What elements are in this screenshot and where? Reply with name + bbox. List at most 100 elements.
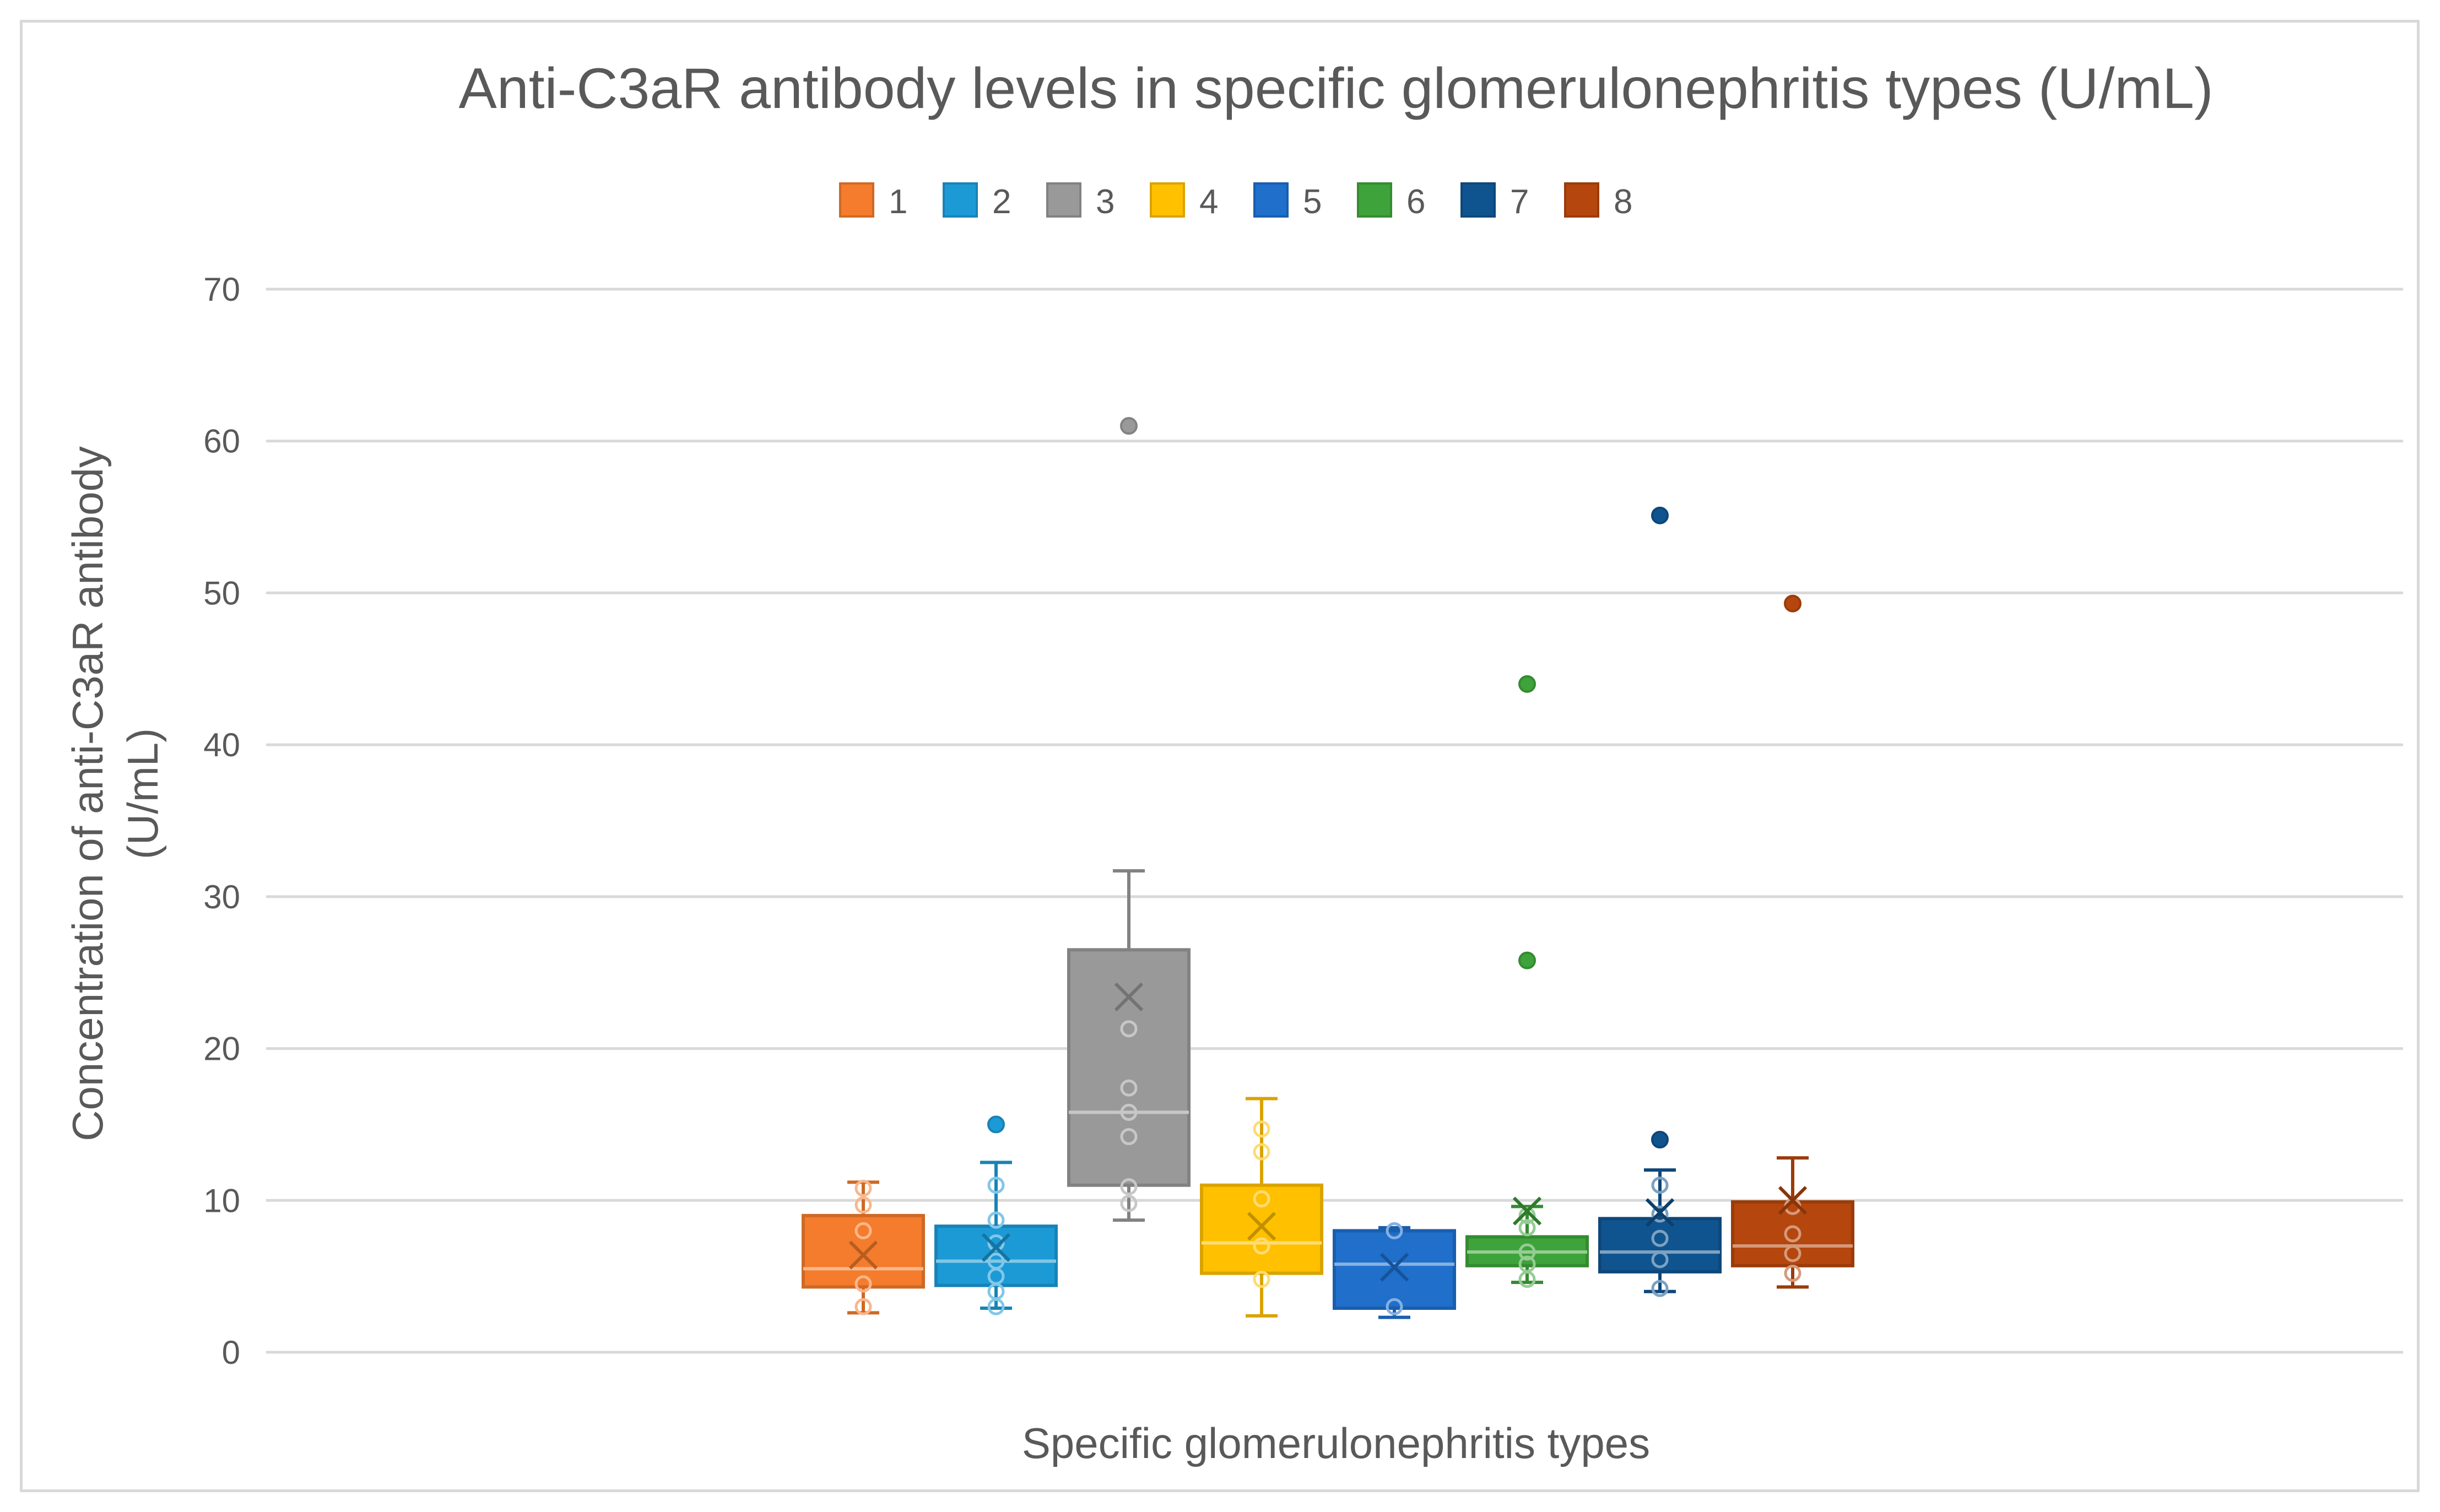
data-point xyxy=(1120,1020,1138,1038)
legend-swatch xyxy=(1357,182,1392,218)
legend-item: 8 xyxy=(1564,182,1632,221)
y-axis-ticks: 0 10 20 30 40 50 60 70 xyxy=(203,271,240,1371)
data-point xyxy=(1651,1251,1669,1269)
legend-label: 4 xyxy=(1199,183,1218,221)
legend-swatch xyxy=(1150,182,1185,218)
mean-marker xyxy=(1114,982,1144,1011)
y-tick-label: 50 xyxy=(203,575,240,611)
box-group-6 xyxy=(1465,675,1589,1288)
chart-area: Anti-C3aR antibody levels in specific gl… xyxy=(20,20,2420,1492)
box-group-7 xyxy=(1598,506,1722,1297)
data-point xyxy=(1518,1255,1536,1273)
data-point xyxy=(1651,1205,1669,1223)
data-point xyxy=(987,1234,1005,1251)
y-tick-label: 70 xyxy=(203,271,240,308)
x-axis-title: Specific glomerulonephritis types xyxy=(1022,1419,1650,1467)
data-point xyxy=(1518,1219,1536,1237)
data-point xyxy=(1120,1103,1138,1121)
y-tick-label: 0 xyxy=(222,1334,240,1371)
legend-label: 7 xyxy=(1510,183,1529,221)
legend-item: 3 xyxy=(1046,182,1114,221)
data-point xyxy=(854,1179,872,1197)
legend-swatch xyxy=(1253,182,1289,218)
legend-item: 1 xyxy=(839,182,907,221)
data-point xyxy=(1120,1178,1138,1195)
mean-marker xyxy=(1512,1196,1542,1226)
data-point xyxy=(1120,1079,1138,1097)
y-tick-label: 30 xyxy=(203,879,240,915)
box-iqr xyxy=(802,1213,925,1289)
data-point xyxy=(1651,1229,1669,1247)
box-group-5 xyxy=(1333,1222,1456,1319)
outlier-point xyxy=(1518,951,1536,969)
legend-item: 4 xyxy=(1150,182,1218,221)
box-group-2 xyxy=(934,1115,1058,1315)
data-point xyxy=(854,1196,872,1214)
legend-swatch xyxy=(839,182,874,218)
data-point xyxy=(1784,1245,1801,1262)
data-point xyxy=(1386,1298,1403,1315)
outlier-point xyxy=(1651,1131,1669,1148)
data-point xyxy=(854,1222,872,1239)
data-point xyxy=(854,1275,872,1293)
outlier-point xyxy=(1518,675,1536,693)
data-point xyxy=(1518,1207,1536,1224)
mean-marker xyxy=(981,1233,1011,1262)
box-iqr xyxy=(1067,948,1191,1187)
outlier-point xyxy=(1651,506,1669,524)
legend-item: 5 xyxy=(1253,182,1322,221)
mean-marker xyxy=(1247,1212,1276,1241)
y-tick-label: 60 xyxy=(203,423,240,460)
chart-title: Anti-C3aR antibody levels in specific gl… xyxy=(459,57,2214,121)
outlier-point xyxy=(1784,594,1801,613)
mean-marker xyxy=(1379,1253,1409,1282)
y-tick-label: 20 xyxy=(203,1031,240,1067)
box-group-3 xyxy=(1067,417,1191,1222)
outlier-point xyxy=(987,1115,1005,1134)
box-plot-chart: Anti-C3aR antibody levels in specific gl… xyxy=(63,57,2403,1467)
legend-item: 7 xyxy=(1460,182,1529,221)
gridlines xyxy=(266,288,2403,1202)
legend-label: 5 xyxy=(1303,183,1322,221)
legend-label: 3 xyxy=(1096,183,1114,221)
legend-label: 2 xyxy=(992,183,1011,221)
data-point xyxy=(987,1211,1005,1229)
data-point xyxy=(1253,1271,1270,1288)
y-tick-label: 10 xyxy=(203,1182,240,1219)
data-point xyxy=(1253,1143,1270,1161)
legend-item: 6 xyxy=(1357,182,1425,221)
legend-swatch xyxy=(1460,182,1496,218)
legend-swatch xyxy=(943,182,978,218)
data-point xyxy=(1518,1243,1536,1261)
data-point xyxy=(1253,1120,1270,1138)
box-group-8 xyxy=(1731,594,1854,1289)
data-point xyxy=(854,1298,872,1315)
data-point xyxy=(1651,1280,1669,1297)
legend-label: 1 xyxy=(889,183,907,221)
legend-label: 8 xyxy=(1614,183,1632,221)
data-point xyxy=(1386,1222,1403,1239)
data-point xyxy=(987,1177,1005,1194)
data-point xyxy=(1120,1128,1138,1145)
y-axis-title-line-2: (U/mL) xyxy=(118,728,167,859)
mean-marker xyxy=(1645,1198,1675,1227)
data-point xyxy=(1253,1237,1270,1255)
data-point xyxy=(1651,1177,1669,1194)
mean-marker xyxy=(848,1240,878,1270)
mean-marker xyxy=(1778,1186,1808,1215)
legend-swatch xyxy=(1564,182,1599,218)
data-point xyxy=(1253,1190,1270,1208)
legend: 1 2 3 4 5 6 7 8 xyxy=(839,182,1632,221)
box-iqr xyxy=(1200,1183,1323,1275)
y-axis-title: Concentration of anti-C3aR antibody (U/m… xyxy=(63,446,167,1141)
box-series xyxy=(802,417,1854,1319)
legend-item: 2 xyxy=(943,182,1011,221)
legend-swatch xyxy=(1046,182,1081,218)
y-tick-label: 40 xyxy=(203,727,240,763)
data-point xyxy=(1120,1195,1138,1212)
outlier-point xyxy=(1120,417,1138,435)
legend-label: 6 xyxy=(1406,183,1425,221)
box-group-1 xyxy=(802,1179,925,1315)
data-point xyxy=(1784,1225,1801,1243)
data-point xyxy=(987,1253,1005,1270)
